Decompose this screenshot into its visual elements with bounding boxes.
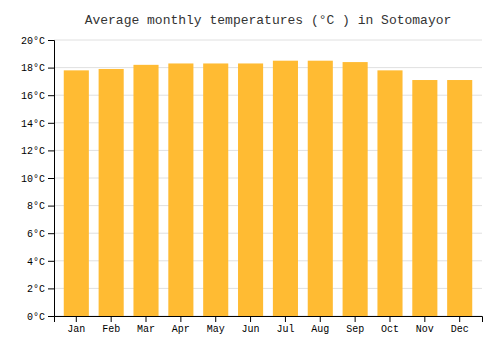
bar xyxy=(343,62,368,316)
x-tick-label: Jul xyxy=(276,324,294,335)
y-tick-label: 10°C xyxy=(21,174,45,185)
y-tick-label: 4°C xyxy=(27,257,45,268)
bar xyxy=(133,65,158,316)
y-tick: 18°C xyxy=(21,63,54,74)
bar xyxy=(238,63,263,316)
bars xyxy=(64,61,472,316)
y-tick-mark xyxy=(48,288,54,289)
bar xyxy=(99,69,124,316)
x-tick: Dec xyxy=(451,316,469,335)
y-tick: 6°C xyxy=(27,229,54,240)
bar xyxy=(447,80,472,316)
y-tick-label: 6°C xyxy=(27,229,45,240)
y-tick-label: 8°C xyxy=(27,201,45,212)
y-tick: 20°C xyxy=(21,36,54,47)
x-tick-label: Feb xyxy=(102,324,120,335)
x-axis: Jan Feb Mar Apr May Jun Jul Aug Sep Oct Nov Dec xyxy=(55,316,483,335)
grid-line xyxy=(54,40,482,41)
bar xyxy=(377,70,402,316)
y-tick: 2°C xyxy=(27,284,54,295)
x-tick-label: Oct xyxy=(381,324,399,335)
chart-container: 0°C 2°C 4°C 6°C 8°C 10°C 12°C 14°C 16°C 18°C 20°C J… xyxy=(0,0,500,350)
y-tick: 4°C xyxy=(27,257,54,268)
y-tick: 8°C xyxy=(27,201,54,212)
y-axis-line xyxy=(48,41,55,317)
y-tick-label: 16°C xyxy=(21,91,45,102)
x-tick-label: Aug xyxy=(311,324,329,335)
x-tick: Aug xyxy=(311,316,329,335)
x-tick-mark xyxy=(459,316,460,322)
bar xyxy=(412,80,437,316)
x-tick-mark xyxy=(285,316,286,322)
x-tick-mark xyxy=(215,316,216,322)
y-tick-mark xyxy=(48,150,54,151)
x-tick-label: Dec xyxy=(451,324,469,335)
x-tick-mark xyxy=(111,316,112,322)
x-tick-label: Sep xyxy=(346,324,364,335)
bar xyxy=(273,61,298,316)
y-tick: 12°C xyxy=(21,146,54,157)
y-tick: 14°C xyxy=(21,119,54,130)
x-tick-mark xyxy=(424,316,425,322)
y-tick-mark xyxy=(48,123,54,124)
x-tick-label: Jun xyxy=(242,324,260,335)
x-tick: Jul xyxy=(276,316,294,335)
chart-svg: 0°C 2°C 4°C 6°C 8°C 10°C 12°C 14°C 16°C 18°C 20°C J… xyxy=(0,0,500,350)
y-tick-mark xyxy=(48,261,54,262)
x-tick-label: Mar xyxy=(137,324,155,335)
x-tick: Feb xyxy=(102,316,120,335)
x-tick: Sep xyxy=(346,316,364,335)
x-tick: Jan xyxy=(67,316,85,335)
y-tick-mark xyxy=(48,68,54,69)
y-tick: 0°C xyxy=(27,312,54,323)
y-tick-label: 14°C xyxy=(21,119,45,130)
x-tick: Mar xyxy=(137,316,155,335)
y-tick-mark xyxy=(48,233,54,234)
bar xyxy=(168,63,193,316)
y-axis: 0°C 2°C 4°C 6°C 8°C 10°C 12°C 14°C 16°C 18°C 20°C xyxy=(21,36,55,323)
x-tick: Nov xyxy=(416,316,434,335)
y-tick-mark xyxy=(48,206,54,207)
x-tick: May xyxy=(207,316,225,335)
y-tick-label: 18°C xyxy=(21,63,45,74)
y-tick: 16°C xyxy=(21,91,54,102)
bar xyxy=(308,61,333,316)
chart-title: Average monthly temperatures (°C ) in So… xyxy=(85,13,452,28)
y-tick-mark xyxy=(48,178,54,179)
bar xyxy=(203,63,228,316)
x-tick-mark xyxy=(180,316,181,322)
x-tick-label: Jan xyxy=(67,324,85,335)
y-tick-mark xyxy=(48,95,54,96)
x-tick-mark xyxy=(146,316,147,322)
x-tick-mark xyxy=(76,316,77,322)
y-tick-mark xyxy=(48,40,54,41)
x-tick: Jun xyxy=(242,316,260,335)
grid-line xyxy=(54,67,482,68)
x-tick-mark xyxy=(320,316,321,322)
x-tick: Oct xyxy=(381,316,399,335)
y-tick: 10°C xyxy=(21,174,54,185)
x-tick: Apr xyxy=(172,316,190,335)
x-tick-label: May xyxy=(207,324,225,335)
y-tick-mark xyxy=(48,316,54,317)
y-tick-label: 20°C xyxy=(21,36,45,47)
bar xyxy=(64,70,89,316)
x-tick-label: Apr xyxy=(172,324,190,335)
x-tick-label: Nov xyxy=(416,324,434,335)
grid xyxy=(54,40,482,316)
x-tick-mark xyxy=(389,316,390,322)
x-axis-line xyxy=(55,317,483,323)
x-tick-mark xyxy=(355,316,356,322)
y-tick-label: 12°C xyxy=(21,146,45,157)
plot-area: 0°C 2°C 4°C 6°C 8°C 10°C 12°C 14°C 16°C 18°C 20°C J… xyxy=(21,36,483,335)
y-tick-label: 0°C xyxy=(27,312,45,323)
x-tick-mark xyxy=(250,316,251,322)
y-tick-label: 2°C xyxy=(27,284,45,295)
